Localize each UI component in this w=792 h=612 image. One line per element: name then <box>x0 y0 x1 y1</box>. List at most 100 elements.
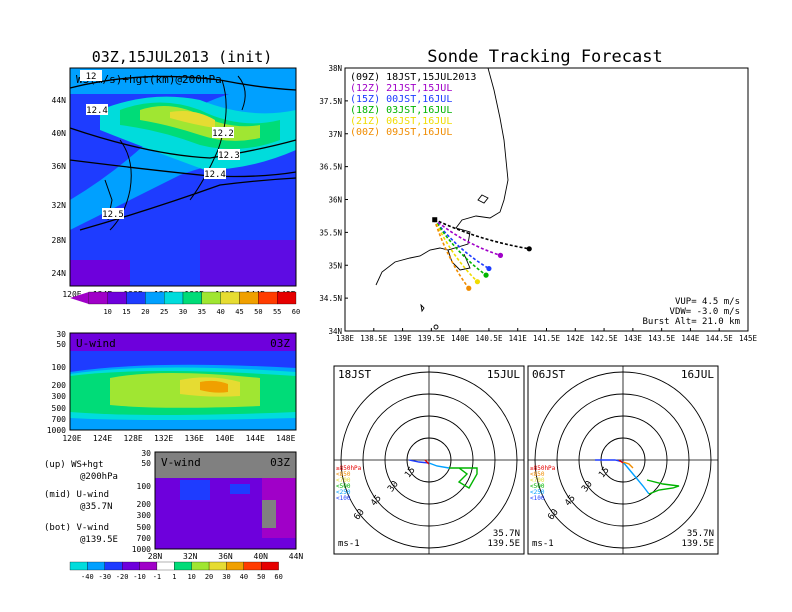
x-tick-label: 144.5E <box>706 334 734 343</box>
x-tick-label: 143.5E <box>648 334 676 343</box>
panel-legend-text: (up) WS+hgt @200hPa (mid) U-wind @35.7N (bot… <box>44 460 118 545</box>
level-label: <850 <box>530 471 545 478</box>
level-label: <100 <box>336 495 351 502</box>
track-line <box>433 218 530 250</box>
contour-label-bg <box>102 208 124 219</box>
colorbar-tick: -10 <box>133 573 146 581</box>
level-label: <100 <box>530 495 545 502</box>
hodograph-trace <box>622 461 634 469</box>
y-tick-label: 38N <box>328 64 342 73</box>
colorbar-swatch <box>182 291 202 305</box>
y-tick-label: 100 <box>137 482 152 491</box>
contour-label: 12.4 <box>86 106 108 116</box>
y-tick-label: 1000 <box>132 545 151 554</box>
hodograph-trace <box>428 462 450 469</box>
contour-label-bg <box>80 70 102 81</box>
x-tick-label: 120E <box>62 434 81 443</box>
u-wind-time: 03Z <box>270 337 290 350</box>
legend-entry: (21Z) 06JST,16JUL <box>350 116 452 127</box>
track-endpoint <box>526 246 532 252</box>
y-tick-label: 1000 <box>47 426 66 435</box>
ws-colorbar: 10 15 20 25 30 35 40 45 50 55 60 <box>70 291 300 316</box>
v-wind-time: 03Z <box>270 456 290 469</box>
x-tick-label: 142.5E <box>591 334 619 343</box>
colorbar-tick: 25 <box>160 308 168 316</box>
contour-label: 12.2 <box>212 129 234 139</box>
colorbar-swatch <box>174 561 192 571</box>
legend-line: (up) WS+hgt <box>44 460 104 470</box>
colorbar-tri-left <box>70 292 89 304</box>
x-tick-label: 28N <box>148 552 163 561</box>
legend-entry: (18Z) 03JST,16JUL <box>350 105 452 116</box>
hodograph-lat: 35.7N <box>493 529 520 539</box>
y-tick-label: 44N <box>52 96 67 105</box>
contour-label: 12.5 <box>102 210 124 220</box>
track-x-ticks: 138E 138.5E 139E 139.5E 140E 140.5E 141E 141.5E… <box>336 328 758 343</box>
y-tick-label: 37.5N <box>319 97 342 106</box>
level-label: <250 <box>530 489 545 496</box>
colorbar-swatch <box>220 291 240 305</box>
x-tick-label: 143E <box>624 334 643 343</box>
y-tick-label: 37N <box>328 130 342 139</box>
colorbar-tick: 30 <box>222 573 230 581</box>
colorbar-tick: -20 <box>116 573 129 581</box>
contour-label-bg <box>86 104 108 115</box>
contour-label-bg <box>218 149 240 160</box>
y-tick-label: 34N <box>328 327 342 336</box>
track-line <box>433 218 470 289</box>
colorbar-swatch <box>156 561 175 571</box>
x-tick-label: 139.5E <box>418 334 446 343</box>
x-tick-label: 44N <box>289 552 304 561</box>
left-top-y-ticks: 44N 40N 36N 32N 28N 24N <box>52 96 67 278</box>
colorbar-swatch <box>69 561 88 571</box>
track-endpoint <box>483 272 489 278</box>
v-wind-label: V-wind <box>161 456 201 469</box>
colorbar-tick: 20 <box>141 308 149 316</box>
x-tick-label: 138.5E <box>360 334 388 343</box>
launch-point <box>432 217 438 223</box>
legend-entry: (00Z) 09JST,16JUL <box>350 127 452 138</box>
track-endpoint <box>486 265 492 272</box>
level-label: ≥850hPa <box>336 465 362 472</box>
x-tick-label: 148E <box>276 434 295 443</box>
y-tick-label: 100 <box>52 363 67 372</box>
info-line: VDW= -3.0 m/s <box>670 307 740 317</box>
y-tick-label: 700 <box>52 415 67 424</box>
x-tick-label: 128E <box>123 434 142 443</box>
info-line: VUP= 4.5 m/s <box>675 297 740 307</box>
track-line <box>433 218 478 283</box>
hodograph-unit: ms-1 <box>532 539 554 549</box>
level-label: <850 <box>336 471 351 478</box>
track-legend: (09Z) 18JST,15JUL2013(12Z) 21JST,15JUL(1… <box>350 72 476 138</box>
x-tick-label: 144E <box>681 334 700 343</box>
v-wind-colorbar: -40 -30 -20 -10 -1 1 10 20 30 40 50 60 <box>69 561 283 581</box>
u-wind-x-ticks: 120E 124E 128E 132E 136E 140E 144E 148E <box>62 434 295 443</box>
level-label: <700 <box>530 477 545 484</box>
colorbar-swatch <box>243 561 262 571</box>
y-tick-label: 200 <box>137 500 152 509</box>
y-tick-label: 32N <box>52 201 67 210</box>
legend-line: @139.5E <box>80 535 118 545</box>
colorbar-tick: 40 <box>240 573 248 581</box>
colorbar-tick: -1 <box>153 573 161 581</box>
colorbar-swatch <box>139 561 158 571</box>
hodograph-date: 15JUL <box>487 368 520 381</box>
hodograph-trace <box>622 461 650 495</box>
y-tick-label: 700 <box>137 534 152 543</box>
info-line: Burst Alt= 21.0 km <box>642 317 740 327</box>
track-endpoint <box>474 279 481 285</box>
level-label: <700 <box>336 477 351 484</box>
level-label: <250 <box>336 489 351 496</box>
hodograph-lat: 35.7N <box>687 529 714 539</box>
legend-line: @200hPa <box>80 472 118 482</box>
colorbar-swatch <box>201 291 221 305</box>
track-endpoint <box>497 252 504 258</box>
y-tick-label: 36.5N <box>319 163 342 172</box>
colorbar-tick: 40 <box>216 308 224 316</box>
